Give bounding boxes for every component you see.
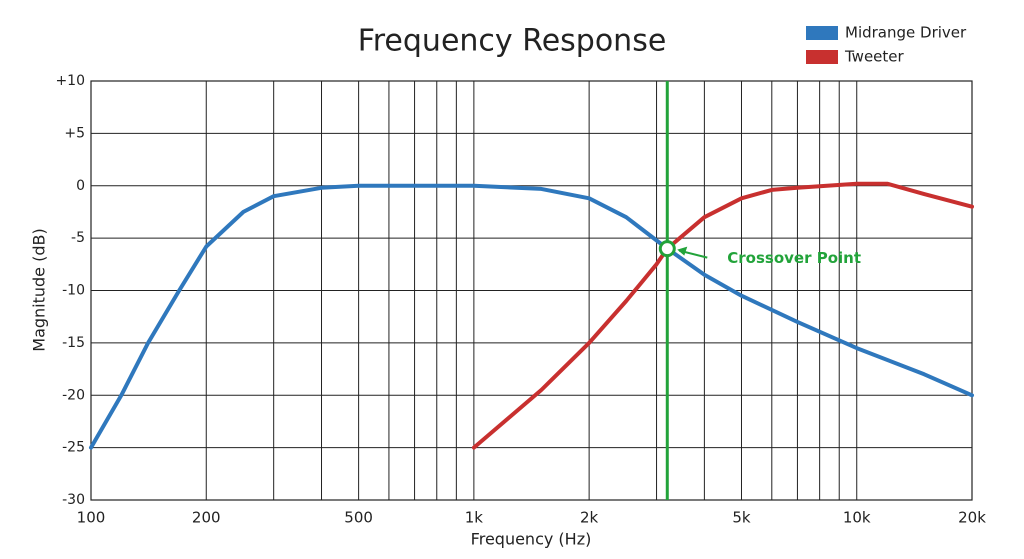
y-tick-label: +5	[64, 125, 85, 141]
y-tick-label: -15	[62, 335, 85, 351]
x-tick-label: 10k	[843, 509, 871, 527]
chart-title: Frequency Response	[358, 24, 667, 59]
legend-label: Tweeter	[844, 48, 905, 66]
x-tick-label: 100	[77, 509, 106, 527]
x-tick-label: 5k	[732, 509, 751, 527]
annotation: Crossover Point	[727, 249, 861, 267]
y-tick-label: +10	[55, 73, 85, 89]
x-tick-label: 200	[192, 509, 221, 527]
x-axis-label: Frequency (Hz)	[471, 530, 592, 549]
y-tick-label: 0	[76, 178, 85, 194]
y-tick-label: -30	[62, 492, 85, 508]
y-tick-label: -25	[62, 440, 85, 456]
legend-label: Midrange Driver	[845, 24, 967, 42]
x-tick-label: 1k	[465, 509, 484, 527]
crossover-arrowhead	[677, 246, 688, 256]
y-axis-label: Magnitude (dB)	[30, 228, 49, 351]
y-tick-label: -10	[62, 283, 85, 299]
x-tick-label: 20k	[958, 509, 986, 527]
series-line	[471, 181, 974, 450]
crossover-point	[658, 240, 676, 258]
x-tick-label: 500	[344, 509, 373, 527]
legend-swatch	[806, 50, 838, 64]
y-tick-label: -20	[62, 387, 85, 403]
legend-swatch	[806, 26, 838, 40]
x-tick-label: 2k	[580, 509, 599, 527]
y-tick-label: -5	[71, 230, 85, 246]
series-line	[89, 183, 974, 450]
